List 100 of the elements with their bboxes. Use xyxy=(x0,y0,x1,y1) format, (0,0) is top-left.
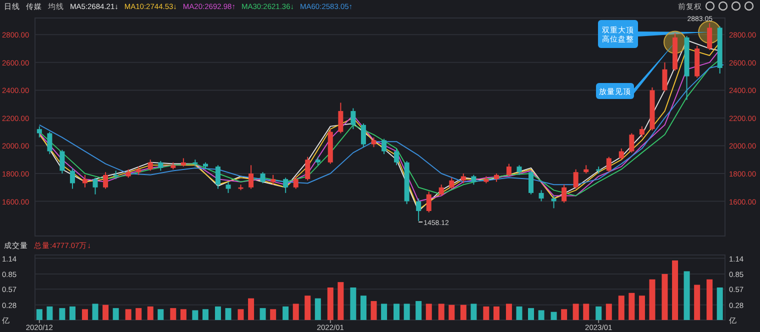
candlestick xyxy=(629,132,634,154)
bar xyxy=(36,309,42,320)
candlestick xyxy=(528,170,534,195)
bar xyxy=(470,304,477,320)
candlestick xyxy=(538,190,544,202)
bar xyxy=(82,309,88,320)
bar xyxy=(716,288,723,320)
bar xyxy=(147,306,154,320)
candlestick xyxy=(338,102,344,134)
bar xyxy=(46,306,53,320)
bar xyxy=(125,309,132,320)
candlestick xyxy=(293,176,298,190)
candlestick xyxy=(618,148,624,160)
bar xyxy=(158,309,164,320)
bar xyxy=(370,301,377,320)
bar xyxy=(448,304,455,320)
candlestick xyxy=(707,22,712,50)
bar xyxy=(583,304,590,320)
bar xyxy=(426,304,432,320)
bar xyxy=(112,308,119,320)
candlestick xyxy=(360,123,366,148)
candlestick xyxy=(438,184,444,196)
bar xyxy=(238,309,244,320)
candlestick xyxy=(606,156,612,173)
candlestick xyxy=(371,136,376,148)
candlestick xyxy=(283,177,288,194)
bar xyxy=(214,306,221,320)
candlestick xyxy=(460,173,466,184)
candlestick xyxy=(148,159,153,172)
candlestick xyxy=(103,172,108,190)
bar xyxy=(684,271,690,320)
bar xyxy=(538,310,544,320)
bar xyxy=(136,308,142,320)
bar xyxy=(460,304,466,320)
bar xyxy=(416,301,422,320)
bar xyxy=(270,309,276,320)
candlestick xyxy=(260,172,266,184)
bar xyxy=(596,306,602,320)
bar xyxy=(404,304,410,320)
bar xyxy=(248,298,254,320)
bar xyxy=(516,306,522,320)
bar xyxy=(180,309,186,320)
bar xyxy=(292,304,299,320)
bar xyxy=(350,288,356,320)
bar xyxy=(483,306,490,320)
bar xyxy=(628,292,635,320)
bar xyxy=(202,309,208,320)
bar xyxy=(672,260,678,320)
bar xyxy=(606,304,612,320)
bar xyxy=(327,288,334,320)
candlestick xyxy=(394,148,400,166)
candlestick xyxy=(82,174,88,188)
candlestick xyxy=(471,174,476,186)
bar xyxy=(314,298,321,320)
candlestick xyxy=(36,126,42,138)
candlestick xyxy=(449,177,454,190)
bar xyxy=(662,274,668,320)
bar xyxy=(260,308,266,320)
candlestick xyxy=(270,174,276,186)
bar xyxy=(59,308,66,320)
bar xyxy=(225,308,232,320)
bar xyxy=(338,282,344,320)
candlestick xyxy=(92,177,98,195)
bar xyxy=(381,304,388,320)
bar xyxy=(394,304,400,320)
candlestick xyxy=(60,149,65,174)
candlestick xyxy=(516,164,522,176)
candlestick xyxy=(639,126,644,138)
candlestick xyxy=(382,138,387,155)
bar xyxy=(561,309,568,320)
bar xyxy=(304,296,311,320)
bar xyxy=(493,306,500,320)
candlestick xyxy=(70,167,75,190)
candlestick xyxy=(562,184,567,204)
bar xyxy=(528,308,534,320)
candlestick xyxy=(158,160,164,172)
candlestick xyxy=(416,198,422,222)
bar xyxy=(192,310,198,320)
bar xyxy=(572,304,579,320)
bar xyxy=(360,296,366,320)
bar xyxy=(92,304,98,320)
candlestick xyxy=(350,108,356,130)
bar xyxy=(638,296,645,320)
candlestick xyxy=(248,164,254,190)
bar xyxy=(102,304,109,320)
bar xyxy=(649,279,656,320)
candlestick xyxy=(426,191,432,213)
candlestick xyxy=(662,62,668,92)
bar xyxy=(506,304,512,320)
bar xyxy=(69,306,76,320)
bar xyxy=(706,279,713,320)
bar xyxy=(282,306,289,320)
bar xyxy=(170,308,176,320)
candlestick xyxy=(226,181,231,194)
bar xyxy=(438,304,444,320)
bar xyxy=(550,312,557,320)
bar xyxy=(618,296,624,320)
candlestick xyxy=(573,168,578,190)
candlestick xyxy=(47,131,52,155)
candlestick xyxy=(551,195,556,209)
